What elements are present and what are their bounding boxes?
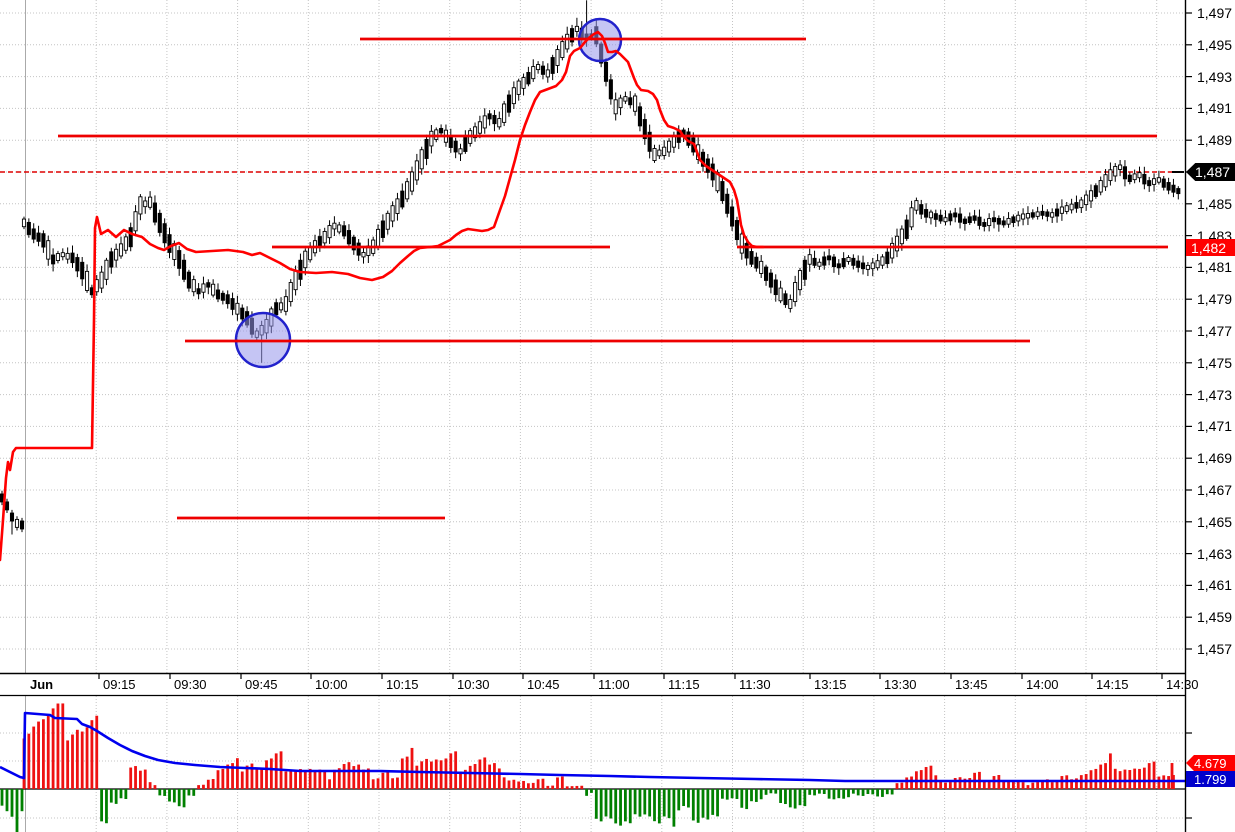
price-axis-label: 1,461 bbox=[1197, 577, 1233, 594]
volume-line-marker: 1.799 bbox=[1186, 771, 1235, 787]
price-axis-label: 1,495 bbox=[1197, 36, 1233, 53]
time-axis-label: 09:30 bbox=[174, 677, 207, 692]
price-axis-label: 1,481 bbox=[1197, 259, 1233, 276]
price-axis-label: 1,489 bbox=[1197, 132, 1233, 149]
price-axis-label: 1,467 bbox=[1197, 482, 1233, 498]
time-axis-label: 11:00 bbox=[598, 677, 630, 692]
time-axis-label: 14:00 bbox=[1026, 677, 1059, 692]
price-axis-label: 1,465 bbox=[1197, 513, 1233, 530]
time-axis-label: 09:45 bbox=[245, 677, 278, 692]
time-axis-label: 10:30 bbox=[457, 677, 490, 692]
price-axis-label: 1,473 bbox=[1197, 386, 1233, 403]
price-axis-label: 1,471 bbox=[1197, 418, 1233, 435]
time-axis-label: 09:15 bbox=[103, 677, 136, 692]
time-axis-label: 14:15 bbox=[1096, 677, 1129, 692]
price-axis-label: 1,469 bbox=[1197, 450, 1233, 467]
price-axis-label: 1,485 bbox=[1197, 195, 1233, 212]
price-axis-label: 1,457 bbox=[1197, 641, 1233, 657]
current-price-marker: 1,487 bbox=[1186, 163, 1235, 181]
level-price-marker: 1,482 bbox=[1186, 239, 1235, 256]
time-axis-label: 14:30 bbox=[1166, 677, 1199, 692]
price-axis-label: 1,497 bbox=[1197, 5, 1233, 21]
price-axis-label: 1,479 bbox=[1197, 291, 1233, 308]
time-axis-label: 13:30 bbox=[884, 677, 917, 692]
time-axis-label: 11:15 bbox=[668, 677, 700, 692]
price-axis-label: 1,491 bbox=[1197, 100, 1233, 117]
time-axis-label: 13:15 bbox=[814, 677, 847, 692]
time-axis-label: 11:30 bbox=[739, 677, 771, 692]
price-axis-label: 1,463 bbox=[1197, 545, 1233, 562]
time-axis-label: 13:45 bbox=[955, 677, 988, 692]
time-axis-label: 10:15 bbox=[386, 677, 419, 692]
time-axis-label: 10:00 bbox=[315, 677, 348, 692]
time-axis-label: 10:45 bbox=[527, 677, 560, 692]
price-axis-label: 1,475 bbox=[1197, 354, 1233, 371]
price-axis-label: 1,493 bbox=[1197, 68, 1233, 85]
price-axis-label: 1,459 bbox=[1197, 609, 1233, 626]
price-axis-label: 1,477 bbox=[1197, 323, 1233, 339]
time-axis-label: Jun bbox=[30, 677, 54, 692]
volume-value-marker: 4.679 bbox=[1186, 755, 1235, 771]
